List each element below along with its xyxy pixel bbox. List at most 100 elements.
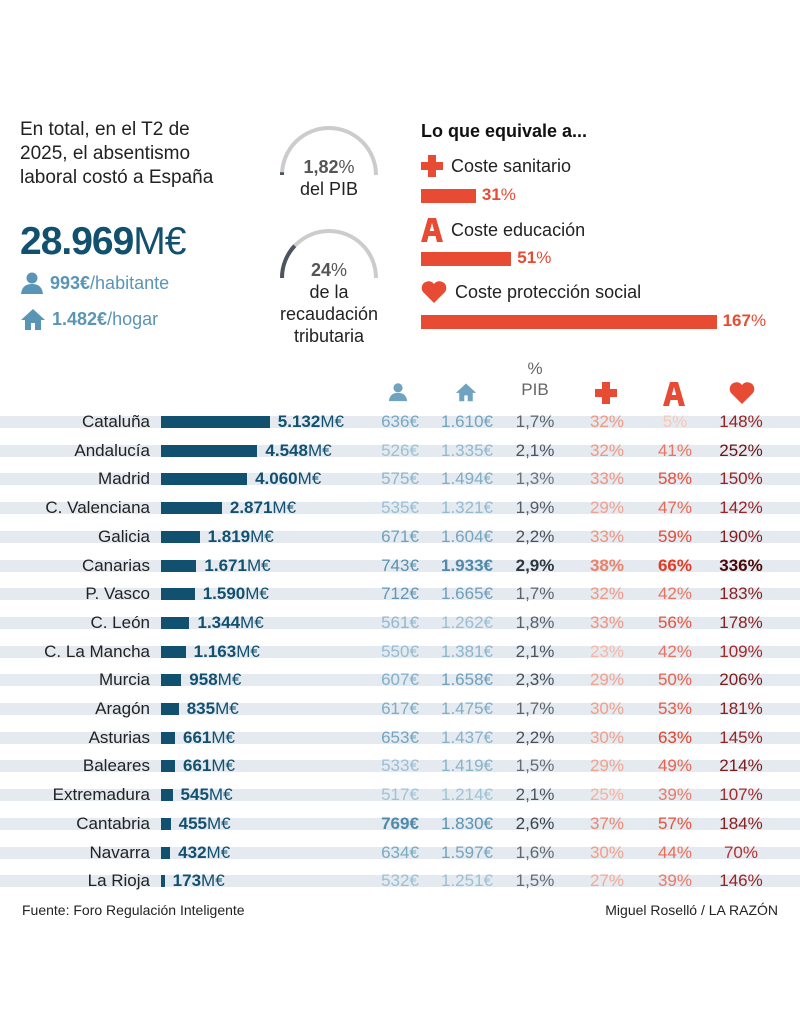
header-house-icon <box>455 382 477 407</box>
row-stripe <box>0 616 800 629</box>
cell-pib: 1,6% <box>515 842 555 862</box>
per-inhabitant-value: 993€ <box>50 272 91 293</box>
region-name: C. Valenciana <box>45 498 150 518</box>
cell-edu: 57% <box>657 813 693 833</box>
gauge-pib-text: 1,82% del PIB <box>299 157 359 199</box>
cell-pib: 2,2% <box>515 727 555 747</box>
cell-hogar: 1.437€ <box>440 727 493 747</box>
region-name: Cantabria <box>76 813 150 833</box>
cell-soc: 190% <box>719 526 763 546</box>
cell-soc: 214% <box>719 756 763 776</box>
cell-edu: 5% <box>662 412 688 431</box>
equivalent-value: 51% <box>517 248 552 267</box>
cell-pib: 1,3% <box>515 469 555 489</box>
cell-hab: 532€ <box>381 871 419 891</box>
per-household-value: 1.482€ <box>52 308 108 329</box>
header-cross-icon <box>595 382 617 409</box>
cost-bar <box>161 846 171 859</box>
cost-value: 835M€ <box>186 699 239 718</box>
cell-san: 25% <box>589 785 625 805</box>
cell-hab: 712€ <box>381 584 419 604</box>
region-name: Cataluña <box>81 412 150 431</box>
cost-value: 455M€ <box>178 813 231 833</box>
header-person-icon <box>388 382 408 407</box>
cell-soc: 150% <box>719 469 763 489</box>
cell-san: 37% <box>589 813 625 833</box>
cell-pib: 2,6% <box>515 813 555 833</box>
cell-soc: 183% <box>719 584 763 604</box>
region-name: La Rioja <box>87 871 150 891</box>
equivalent-value: 31% <box>481 185 516 204</box>
cell-soc: 70% <box>723 842 759 862</box>
equivalent-value: 167% <box>722 311 767 330</box>
cell-hogar: 1.251€ <box>440 871 493 891</box>
row-stripe <box>0 731 800 744</box>
cell-hogar: 1.262€ <box>440 612 493 632</box>
person-icon <box>21 272 43 294</box>
cell-edu: 59% <box>657 526 693 546</box>
cost-bar <box>161 674 182 687</box>
row-stripe <box>0 588 800 601</box>
cell-soc: 206% <box>719 670 763 690</box>
cell-pib: 2,9% <box>515 555 555 575</box>
cell-pib: 1,7% <box>515 584 555 604</box>
equivalent-bar <box>421 189 476 203</box>
cell-pib: 1,5% <box>515 871 555 891</box>
cost-value: 1.163M€ <box>193 641 260 661</box>
region-name: Madrid <box>98 469 150 489</box>
cell-san: 33% <box>589 612 625 632</box>
per-inhabitant-unit: /habitante <box>90 272 170 293</box>
cell-hogar: 1.830€ <box>440 813 493 833</box>
cell-hogar: 1.665€ <box>440 584 493 604</box>
intro-text: En total, en el T2 de 2025, el absentism… <box>20 119 214 188</box>
region-name: Navarra <box>89 842 150 862</box>
region-name: C. La Mancha <box>44 641 150 661</box>
cell-edu: 63% <box>657 727 693 747</box>
cell-soc: 109% <box>719 641 763 661</box>
cell-san: 27% <box>589 871 625 891</box>
gauge-tax-text: 24% de la recaudación tributaria <box>279 260 379 346</box>
cell-hogar: 1.335€ <box>440 440 493 460</box>
row-stripe <box>0 559 800 572</box>
cost-value: 4.060M€ <box>255 469 322 489</box>
cost-bar <box>161 645 186 658</box>
cell-edu: 44% <box>657 842 693 862</box>
region-name: C. León <box>90 612 150 632</box>
equivalent-label: Coste educación <box>421 218 585 242</box>
per-household: 1.482€/hogar <box>20 308 158 330</box>
cell-soc: 336% <box>719 555 763 575</box>
cell-edu: 66% <box>657 555 693 575</box>
cell-hab: 743€ <box>381 555 419 575</box>
cost-value: 545M€ <box>180 785 233 805</box>
cell-edu: 39% <box>657 785 693 805</box>
row-stripe <box>0 817 800 830</box>
cell-soc: 142% <box>719 498 763 518</box>
cell-san: 33% <box>589 526 625 546</box>
equivalents-title: Lo que equivale a... <box>421 121 588 141</box>
heart-icon <box>421 281 447 303</box>
header-pib: % PIB <box>521 359 549 399</box>
cell-hab: 535€ <box>381 498 419 518</box>
cell-hab: 634€ <box>381 842 419 862</box>
cost-value: 661M€ <box>183 727 235 747</box>
cell-san: 30% <box>589 699 625 718</box>
cell-edu: 56% <box>657 612 693 632</box>
cost-value: 173M€ <box>172 871 225 891</box>
letter-a-icon <box>421 218 443 242</box>
cost-bar <box>161 731 175 744</box>
region-name: Andalucía <box>74 440 150 460</box>
cell-soc: 252% <box>719 440 763 460</box>
region-name: Galicia <box>98 526 150 546</box>
gauges <box>279 126 378 279</box>
cell-hogar: 1.610€ <box>440 412 493 431</box>
cell-pib: 2,1% <box>515 641 555 661</box>
cell-soc: 184% <box>719 813 763 833</box>
row-stripe <box>0 703 800 715</box>
cell-san: 32% <box>589 412 625 431</box>
cell-soc: 145% <box>719 727 763 747</box>
cost-value: 4.548M€ <box>265 440 332 460</box>
gauge-fill <box>279 244 297 279</box>
header-letter-a-icon <box>663 382 685 411</box>
cell-hab: 671€ <box>381 526 419 546</box>
